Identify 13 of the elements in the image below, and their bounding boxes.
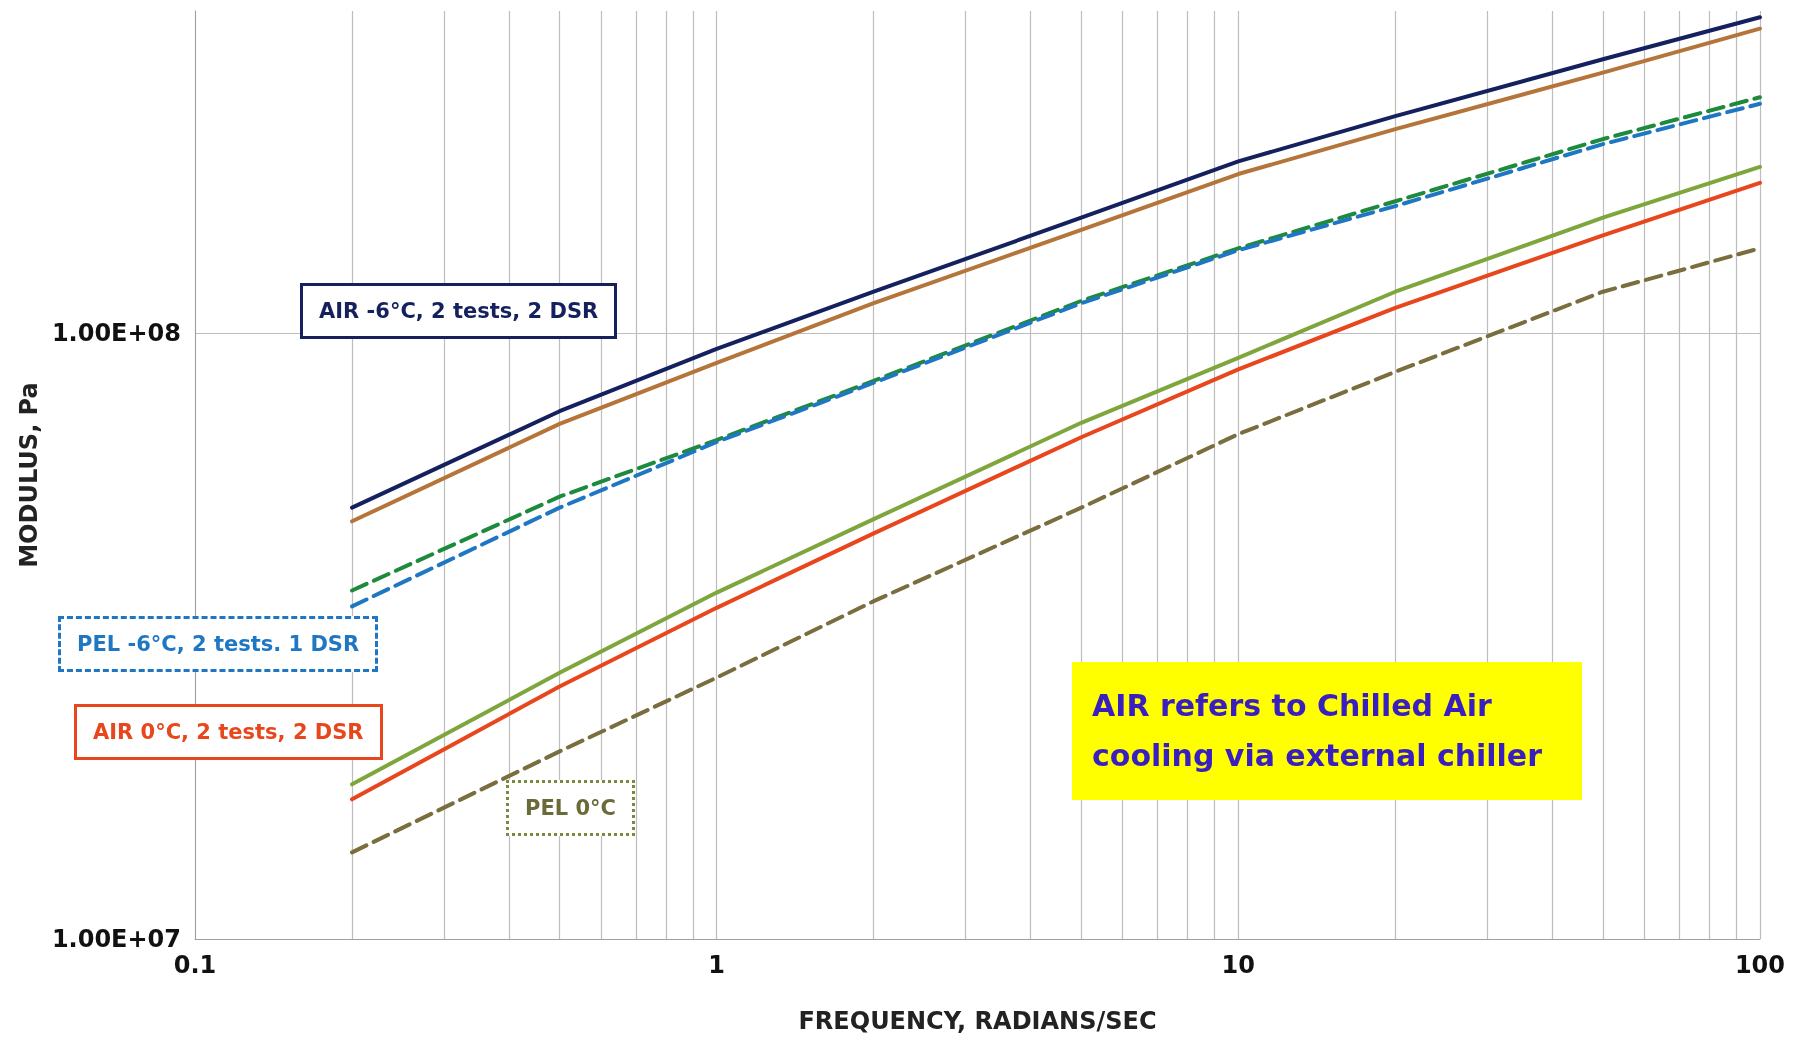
x-axis-title: FREQUENCY, RADIANS/SEC [798, 1007, 1157, 1035]
x-tick-label: 1 [708, 951, 725, 979]
x-tick-label: 10 [1221, 951, 1255, 979]
annotation: AIR 0°C, 2 tests, 2 DSR [74, 704, 383, 760]
annotation: PEL 0°C [506, 780, 635, 836]
annotation: AIR -6°C, 2 tests, 2 DSR [300, 283, 618, 339]
y-tick-label: 1.00E+07 [51, 925, 181, 953]
x-tick-label: 100 [1734, 951, 1786, 979]
annotation: AIR refers to Chilled Air cooling via external chiller [1072, 662, 1583, 800]
y-axis-title: MODULUS, Pa [14, 382, 43, 568]
y-tick-label: 1.00E+08 [51, 319, 181, 348]
annotation: PEL -6°C, 2 tests. 1 DSR [58, 616, 379, 672]
x-tick-label: 0.1 [173, 951, 217, 979]
